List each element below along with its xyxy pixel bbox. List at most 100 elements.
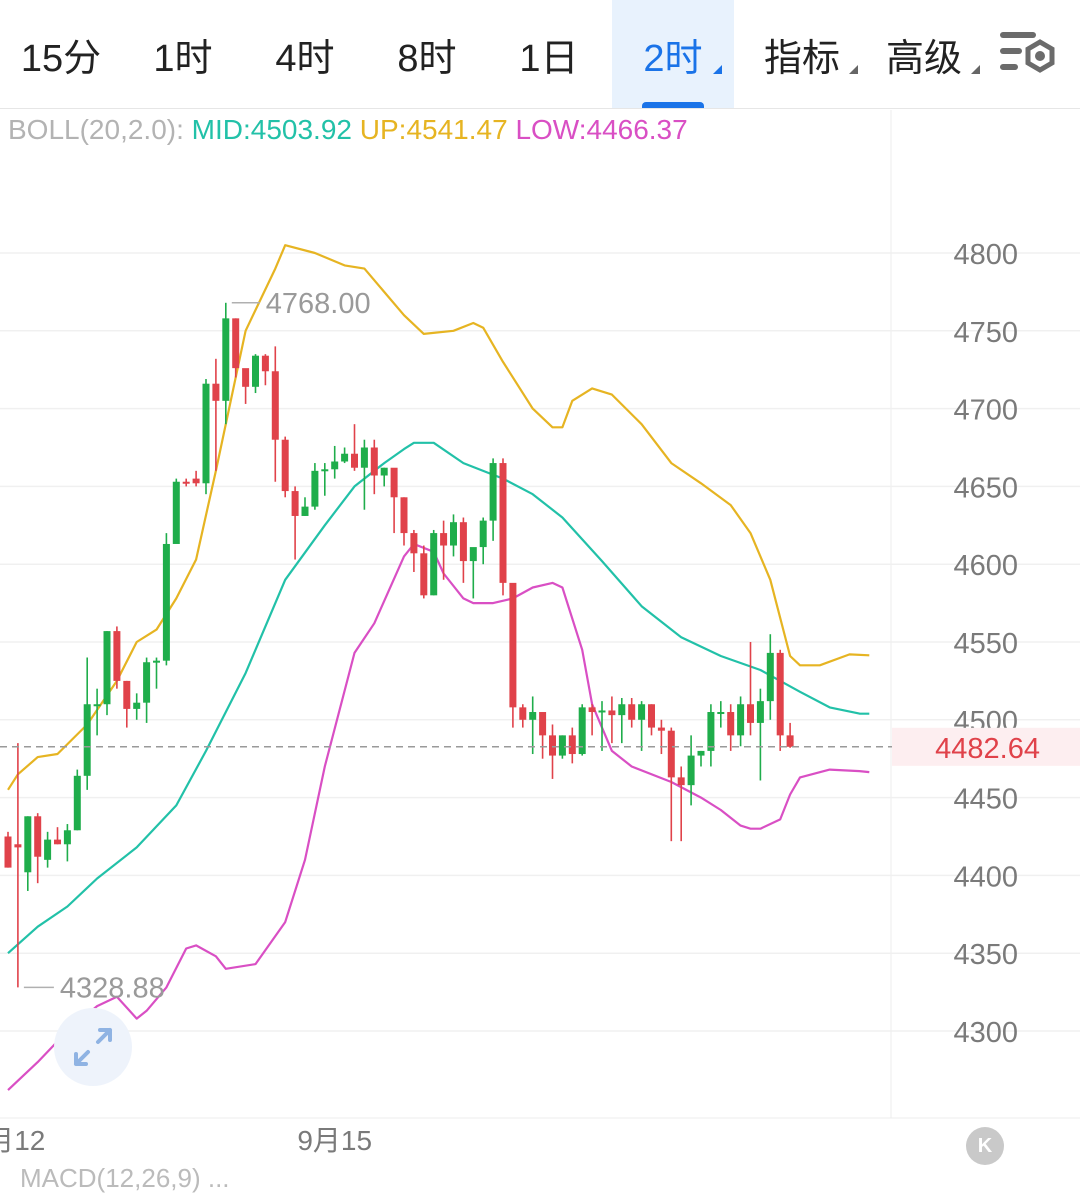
kline-toggle-icon[interactable]: K	[966, 1127, 1004, 1165]
candle-body[interactable]	[618, 704, 626, 716]
candle-body[interactable]	[34, 816, 42, 857]
candle-body[interactable]	[400, 497, 408, 534]
candle-body[interactable]	[628, 704, 636, 720]
current-price-label: 4482.64	[935, 733, 1040, 765]
tab-label: 8时	[397, 37, 457, 80]
candle-body[interactable]	[232, 318, 240, 369]
candle-body[interactable]	[677, 777, 685, 786]
candle-body[interactable]	[430, 533, 438, 596]
candle-body[interactable]	[747, 704, 754, 723]
candle-body[interactable]	[83, 704, 91, 776]
candle-body[interactable]	[212, 383, 220, 401]
candle-body[interactable]	[351, 453, 358, 468]
settings-icon[interactable]	[996, 24, 1058, 84]
tab-advanced[interactable]: 高级	[866, 0, 982, 108]
candlestick-chart[interactable]: 4300435044004450450045504600465047004750…	[0, 110, 1080, 1171]
candle-body[interactable]	[390, 467, 398, 498]
candle-body[interactable]	[786, 735, 794, 747]
candle-body[interactable]	[519, 707, 527, 720]
candle-body[interactable]	[648, 704, 655, 728]
candle-body[interactable]	[123, 680, 131, 709]
candle-body[interactable]	[420, 553, 428, 596]
candle-body[interactable]	[192, 478, 200, 484]
candle-body[interactable]	[667, 730, 675, 778]
candle-body[interactable]	[261, 355, 269, 372]
candle-body[interactable]	[281, 439, 289, 492]
candle-body[interactable]	[291, 491, 299, 516]
candle-body[interactable]	[380, 467, 388, 476]
candle-body[interactable]	[549, 735, 556, 756]
candle-body[interactable]	[271, 371, 279, 440]
candle-body[interactable]	[489, 463, 497, 521]
candle-body[interactable]	[44, 839, 52, 860]
candle-body[interactable]	[311, 470, 319, 507]
candle-body[interactable]	[162, 543, 170, 661]
candle-body[interactable]	[321, 469, 329, 472]
candle-body[interactable]	[24, 816, 32, 873]
candle-body[interactable]	[776, 652, 784, 736]
candle-body[interactable]	[93, 704, 101, 707]
tab-8h[interactable]: 8时	[366, 0, 488, 108]
candle-body[interactable]	[568, 735, 576, 755]
candle-body[interactable]	[440, 533, 448, 546]
candle-body[interactable]	[63, 830, 71, 845]
candle-body[interactable]	[707, 712, 715, 751]
candle-body[interactable]	[202, 383, 210, 484]
tab-4h[interactable]: 4时	[244, 0, 366, 108]
candle-body[interactable]	[113, 631, 121, 681]
candle-body[interactable]	[717, 712, 725, 715]
candle-body[interactable]	[341, 453, 349, 462]
tab-1d[interactable]: 1日	[488, 0, 610, 108]
candle-body[interactable]	[598, 710, 606, 713]
candle-body[interactable]	[450, 522, 457, 546]
candle-body[interactable]	[103, 631, 111, 705]
candle-body[interactable]	[182, 481, 190, 484]
candle-body[interactable]	[479, 520, 487, 548]
candle-body[interactable]	[459, 522, 467, 562]
min-price-label: 4328.88	[60, 972, 165, 1004]
candle-body[interactable]	[499, 463, 507, 583]
candle-body[interactable]	[410, 533, 418, 554]
boll-mid-line	[7, 441, 870, 955]
candle-body[interactable]	[558, 735, 566, 756]
candle-body[interactable]	[638, 704, 646, 720]
candle-body[interactable]	[697, 750, 705, 756]
tab-1h[interactable]: 1时	[122, 0, 244, 108]
candle-body[interactable]	[153, 660, 160, 663]
candle-body[interactable]	[370, 447, 378, 476]
next-indicator-label: MACD(12,26,9) ...	[20, 1163, 230, 1193]
candle-body[interactable]	[727, 712, 735, 736]
tab-indicators[interactable]: 指标	[744, 0, 860, 108]
y-tick-label: 4650	[953, 472, 1018, 504]
candle-body[interactable]	[172, 481, 180, 544]
candle-body[interactable]	[242, 368, 250, 387]
candle-body[interactable]	[529, 712, 537, 720]
candle-body[interactable]	[578, 707, 586, 755]
candle-body[interactable]	[509, 582, 517, 708]
candle-body[interactable]	[608, 710, 616, 716]
dropdown-caret-icon	[713, 65, 722, 74]
candle-body[interactable]	[73, 775, 81, 831]
candle-body[interactable]	[687, 755, 695, 786]
candle-body[interactable]	[756, 701, 764, 723]
candle-body[interactable]	[4, 836, 12, 868]
candle-body[interactable]	[539, 712, 547, 736]
tab-15min[interactable]: 15分	[0, 0, 122, 108]
candle-body[interactable]	[133, 702, 141, 709]
candle-body[interactable]	[657, 727, 665, 731]
candle-body[interactable]	[301, 506, 309, 516]
expand-icon[interactable]	[54, 1008, 132, 1086]
candle-body[interactable]	[469, 547, 477, 562]
candle-body[interactable]	[588, 707, 596, 713]
candle-body[interactable]	[54, 839, 61, 845]
candle-body[interactable]	[222, 318, 230, 401]
candle-body[interactable]	[252, 355, 259, 387]
tab-label: 15分	[20, 37, 102, 80]
candle-body[interactable]	[331, 461, 339, 470]
candle-body[interactable]	[737, 704, 745, 736]
candle-body[interactable]	[14, 844, 22, 848]
tab-2h[interactable]: 2时	[612, 0, 734, 108]
candle-body[interactable]	[143, 662, 151, 703]
candle-body[interactable]	[766, 652, 774, 702]
candle-body[interactable]	[360, 447, 368, 468]
